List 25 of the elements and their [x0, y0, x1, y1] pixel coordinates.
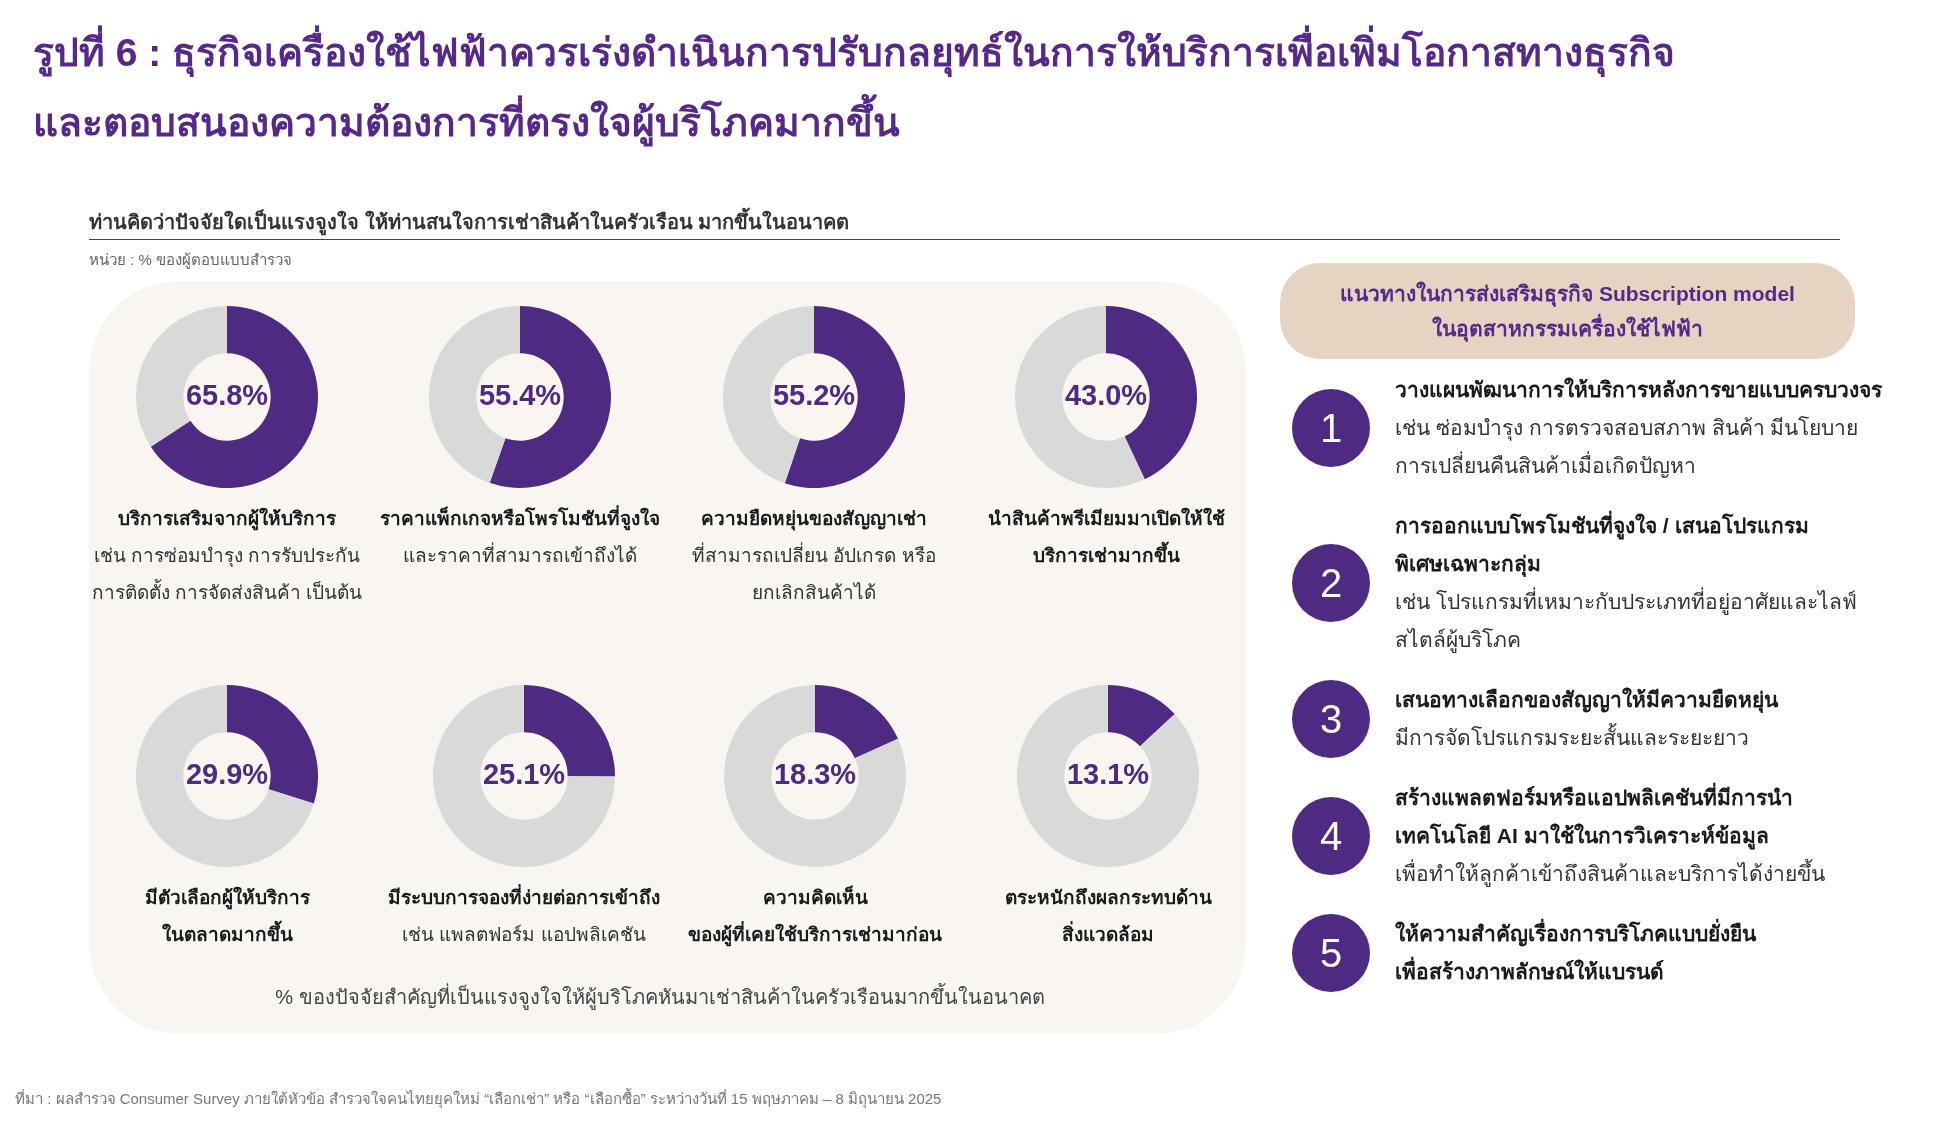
text: มีตัวเลือกผู้ให้บริการในตลาดมากขึ้น — [144, 887, 310, 945]
text: เช่น การซ่อมบำรุง การรับประกัน การติดตั้ง การจัดส่งสินค้า เป็นต้น — [91, 545, 363, 603]
text: เช่น ซ่อมบำรุง การตรวจสอบสภาพ สินค้า มีนโยบายการเปลี่ยนคืนสินค้าเมื่อเกิดปัญหา — [1395, 416, 1859, 477]
text: ความยืดหยุ่นของสัญญาเช่า — [701, 508, 927, 529]
data-label: 55.4% — [478, 379, 562, 411]
data-label: 43.0% — [1064, 379, 1148, 411]
text: เสนอทางเลือกของสัญญาให้มีความยืดหยุ่น — [1395, 688, 1778, 711]
data-label: 55.2% — [772, 379, 856, 411]
data-label: 13.1% — [1066, 758, 1150, 790]
text: ตระหนักถึงผลกระทบด้านสิ่งแวดล้อม — [1004, 887, 1212, 945]
data-label: 65.8% — [185, 379, 269, 411]
text: ที่มา : ผลสำรวจ Consumer Survey ภายใต้หัวข้อ สำรวจใจคนไทยยุคใหม่ “เลือกเช่า” หรือ “เลือกซื้อ” ระหว่างวันที่ 15 พฤษภาคม – 8 มิถุนายน 2025 — [15, 1088, 942, 1110]
text: หน่วย : % ของผู้ตอบแบบสำรวจ — [89, 250, 293, 270]
text: ความคิดเห็นของผู้ที่เคยใช้บริการเช่ามาก่อน — [688, 887, 942, 945]
text: เช่น แพลตฟอร์ม แอปพลิเคชัน — [402, 924, 646, 945]
text: รูปที่ 6 : ธุรกิจเครื่องใช้ไฟฟ้าควรเร่งดำเนินการปรับกลยุทธ์ในการให้บริการเพื่อเพิ่มโอกาสทางธุรกิจและตอบสนองความต้องการที่ตรงใจผู้บริโภคมากขึ้น — [33, 24, 1677, 149]
text: บริการเสริมจากผู้ให้บริการ — [118, 508, 336, 529]
data-label: 29.9% — [185, 758, 269, 790]
data-label: 25.1% — [482, 758, 566, 790]
data-label: 18.3% — [773, 758, 857, 790]
text: ท่านคิดว่าปัจจัยใดเป็นแรงจูงใจ ให้ท่านสนใจการเช่าสินค้าในครัวเรือน มากขึ้นในอนาคต — [89, 208, 850, 236]
text: % ของปัจจัยสำคัญที่เป็นแรงจูงใจให้ผู้บริโภคหันมาเช่าสินค้าในครัวเรือนมากขึ้นในอนาคต — [274, 983, 1046, 1011]
text: แนวทางในการส่งเสริมธุรกิจ Subscription model ในอุตสาหกรรมเครื่องใช้ไฟฟ้า — [1339, 280, 1796, 344]
text: วางแผนพัฒนาการให้บริการหลังการขายแบบครบวงจร — [1395, 378, 1882, 401]
text: นำสินค้าพรีเมียมมาเปิดให้ใช้บริการเช่ามากขึ้น — [987, 508, 1225, 566]
